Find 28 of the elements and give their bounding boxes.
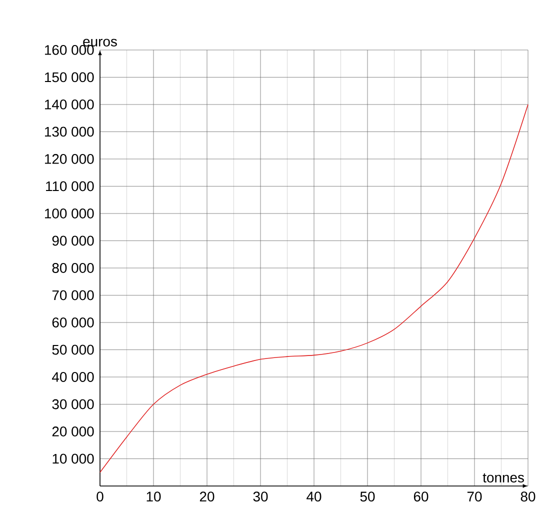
x-tick-label: 0 <box>96 492 104 502</box>
x-axis-title: tonnes <box>482 473 524 482</box>
y-tick-label: 80 000 <box>52 263 94 273</box>
y-tick-label: 20 000 <box>52 426 94 436</box>
x-tick-label: 20 <box>200 492 214 502</box>
y-tick-label: 40 000 <box>52 372 94 382</box>
x-tick-label: 80 <box>520 492 536 502</box>
x-tick-label: 60 <box>414 492 428 502</box>
x-tick-label: 70 <box>467 492 482 502</box>
x-tick-label: 40 <box>306 492 322 502</box>
y-tick-label: 30 000 <box>52 399 94 410</box>
y-tick-label: 150 000 <box>45 72 94 82</box>
y-tick-label: 110 000 <box>46 181 94 192</box>
x-tick-label: 50 <box>360 492 375 502</box>
y-tick-label: 50 000 <box>52 344 94 355</box>
x-tick-label: 10 <box>146 492 161 502</box>
y-tick-label: 60 000 <box>52 318 94 328</box>
y-tick-label: 130 000 <box>45 126 94 137</box>
x-tick-label: 30 <box>253 492 268 502</box>
y-tick-label: 140 000 <box>45 100 94 110</box>
y-tick-label: 160 000 <box>45 45 94 55</box>
y-tick-label: 120 000 <box>45 154 94 164</box>
y-axis-title: euros <box>83 38 117 46</box>
y-tick-label: 70 000 <box>52 290 94 300</box>
y-tick-label: 90 000 <box>52 236 94 246</box>
y-tick-label: 100 000 <box>45 208 94 218</box>
y-tick-label: 10 000 <box>52 454 94 464</box>
line-series <box>100 104 528 473</box>
